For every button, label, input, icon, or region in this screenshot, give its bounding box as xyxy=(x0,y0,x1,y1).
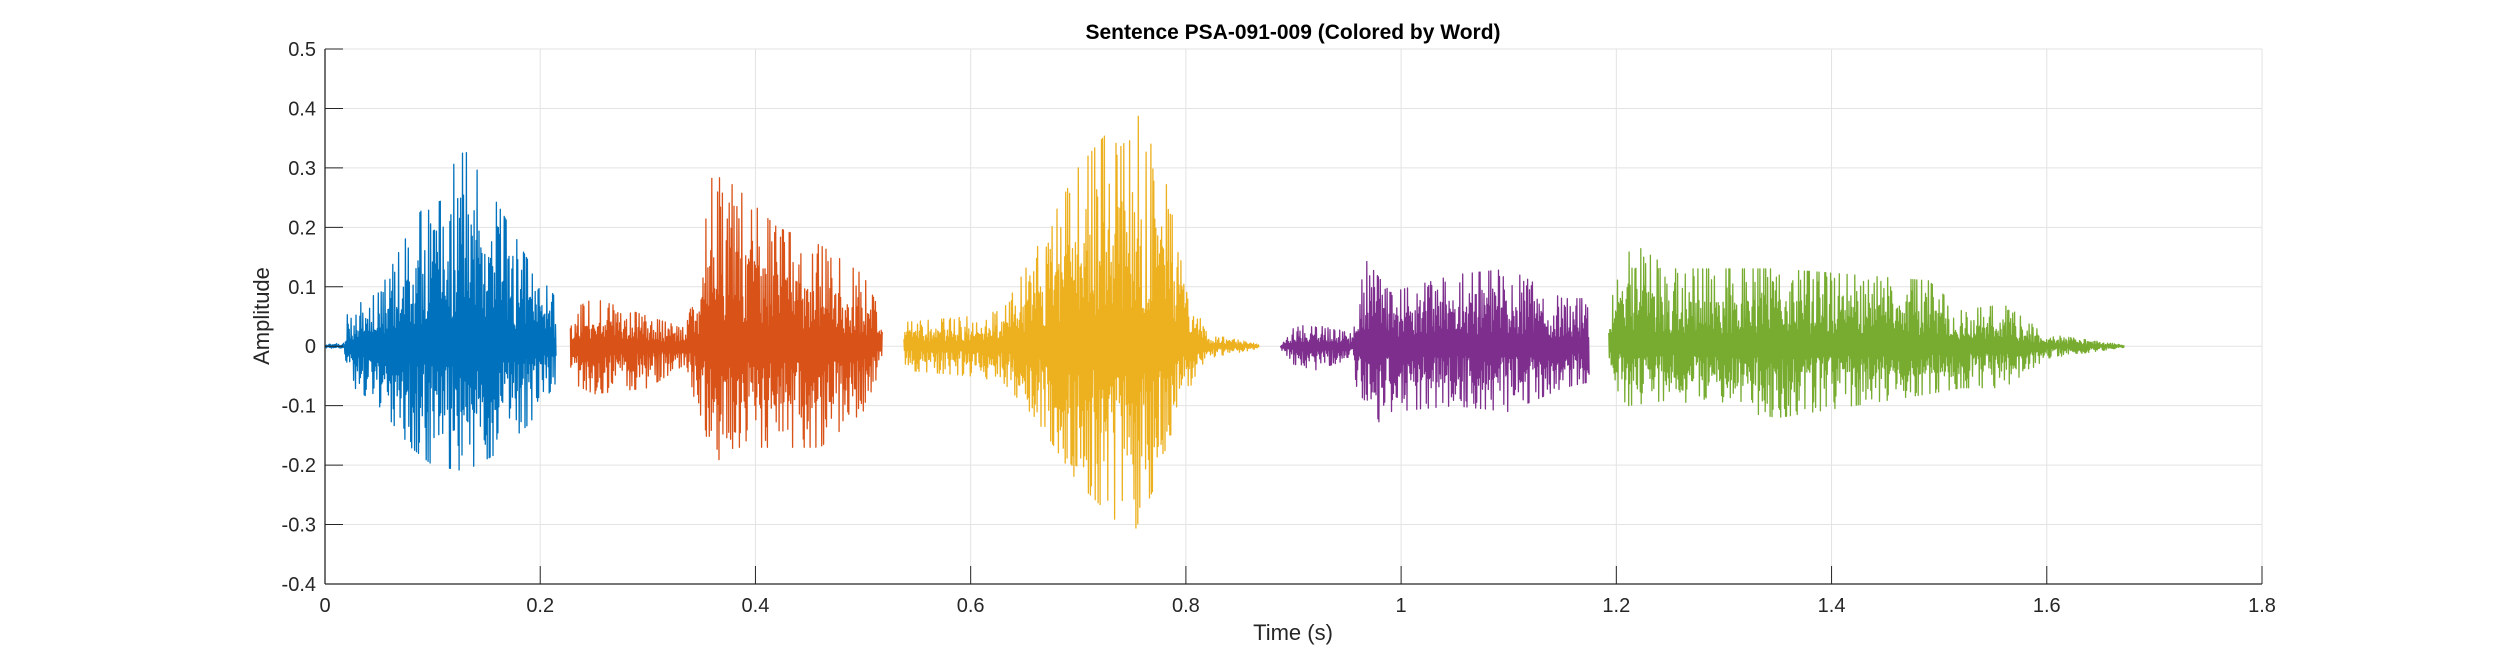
series-word-3 xyxy=(903,115,1260,529)
y-tick-label: 0.3 xyxy=(288,158,316,180)
y-tick-label: -0.4 xyxy=(282,574,316,596)
y-tick-label: -0.3 xyxy=(282,515,316,537)
y-tick-label: 0.4 xyxy=(288,98,316,120)
y-tick-label: 0.2 xyxy=(288,217,316,239)
x-tick-label: 0 xyxy=(319,595,330,617)
x-axis-label: Time (s) xyxy=(1253,620,1333,645)
y-tick-label: 0.5 xyxy=(288,39,316,61)
series-word-5 xyxy=(1608,248,2125,418)
y-axis-label: Amplitude xyxy=(249,267,274,365)
x-tick-label: 0.6 xyxy=(957,595,985,617)
y-tick-label: -0.1 xyxy=(282,396,316,418)
x-tick-label: 1 xyxy=(1396,595,1407,617)
series-word-1 xyxy=(324,151,557,471)
x-tick-label: 0.8 xyxy=(1172,595,1200,617)
series-word-4 xyxy=(1279,260,1590,423)
waveform-series xyxy=(324,115,2125,529)
x-tick-label: 1.6 xyxy=(2033,595,2061,617)
axes: 0 0.2 0.4 0.6 0.8 1 1.2 1.4 1.6 1.8 -0.4 -0.3 -0.2 -0… xyxy=(282,39,2276,617)
y-tick-label: 0.1 xyxy=(288,277,316,299)
x-tick-label: 0.2 xyxy=(526,595,554,617)
x-tick-label: 1.4 xyxy=(1818,595,1846,617)
x-tick-label: 1.8 xyxy=(2248,595,2276,617)
chart-title: Sentence PSA-091-009 (Colored by Word) xyxy=(1085,21,1500,44)
x-tick-label: 1.2 xyxy=(1602,595,1630,617)
y-tick-label: -0.2 xyxy=(282,455,316,477)
y-tick-label: 0 xyxy=(305,336,316,358)
x-tick-label: 0.4 xyxy=(742,595,770,617)
series-word-2 xyxy=(569,177,883,461)
